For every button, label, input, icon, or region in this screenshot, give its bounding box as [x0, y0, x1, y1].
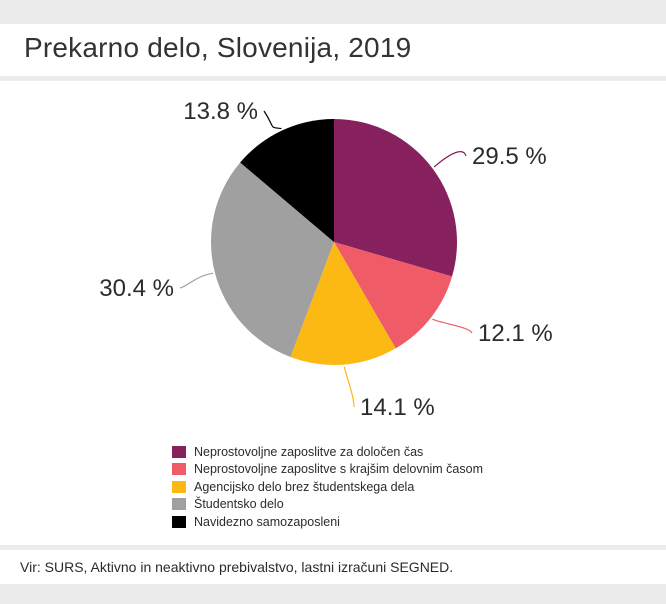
legend-label: Neprostovoljne zaposlitve s krajšim delo…: [194, 462, 484, 477]
label-leader-lines: [179, 110, 473, 408]
legend-item: Agencijsko delo brez študentskega dela: [172, 478, 483, 496]
pie-slice: [290, 242, 396, 365]
chart-area: 29.5 % 12.1 % 14.1 % 30.4 % 13.8 % Neprostov…: [0, 81, 666, 545]
legend-label: Študentsko delo: [194, 497, 284, 512]
slice-value-label: 30.4 %: [99, 275, 174, 302]
legend: Neprostovoljne zaposlitve za določen čas…: [172, 443, 483, 531]
legend-item: Neprostovoljne zaposlitve za določen čas: [172, 443, 483, 461]
slice-value-label: 12.1 %: [478, 320, 553, 347]
legend-swatch: [172, 445, 186, 458]
pie-chart: 29.5 % 12.1 % 14.1 % 30.4 % 13.8 %: [99, 98, 552, 421]
slice-labels: 29.5 % 12.1 % 14.1 % 30.4 % 13.8 %: [99, 98, 552, 421]
legend-label: Neprostovoljne zaposlitve za določen čas: [194, 444, 424, 459]
source-bar: Vir: SURS, Aktivno in neaktivno prebival…: [0, 550, 666, 584]
leader-line: [433, 151, 467, 168]
pie-slice: [334, 119, 457, 277]
source-note: Vir: SURS, Aktivno in neaktivno prebival…: [20, 559, 454, 575]
title-bar: Prekarno delo, Slovenija, 2019: [0, 24, 666, 76]
leader-line: [432, 318, 473, 334]
legend-label: Navidezno samozaposleni: [194, 514, 340, 529]
legend-swatch: [172, 498, 186, 511]
leader-line: [179, 272, 214, 289]
slice-value-label: 14.1 %: [360, 394, 435, 421]
pie-slice: [334, 242, 453, 349]
slice-value-label: 13.8 %: [183, 98, 258, 125]
leader-line: [263, 110, 282, 130]
legend-swatch: [172, 515, 186, 528]
legend-item: Študentsko delo: [172, 496, 483, 514]
chart-title: Prekarno delo, Slovenija, 2019: [24, 32, 412, 63]
legend-swatch: [172, 463, 186, 476]
slice-value-label: 29.5 %: [472, 143, 547, 170]
pie-slice: [210, 162, 334, 358]
pie-slices: [210, 119, 457, 365]
leader-line: [343, 366, 355, 408]
legend-item: Navidezno samozaposleni: [172, 513, 483, 531]
legend-swatch: [172, 480, 186, 493]
legend-item: Neprostovoljne zaposlitve s krajšim delo…: [172, 461, 483, 479]
legend-label: Agencijsko delo brez študentskega dela: [194, 479, 415, 494]
pie-slice: [240, 119, 334, 242]
